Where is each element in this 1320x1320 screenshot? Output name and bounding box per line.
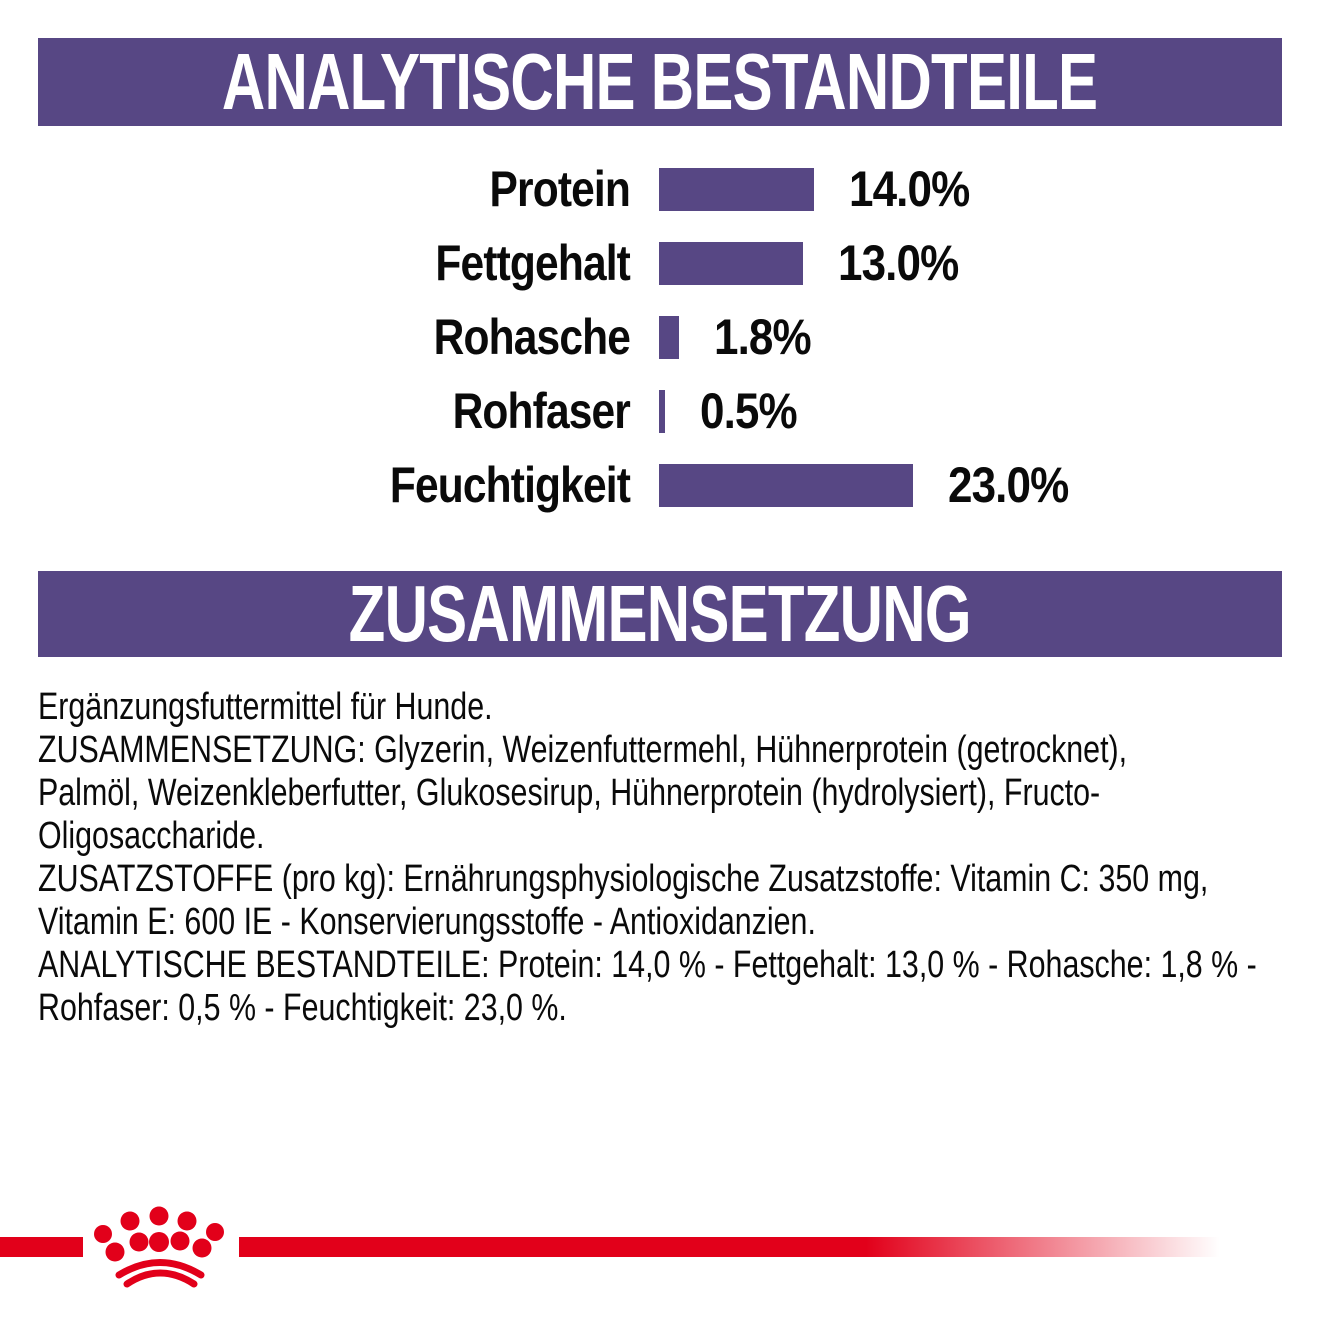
- paragraph-supplementary-feed: Ergänzungsfuttermittel für Hunde.: [38, 686, 493, 728]
- paragraph-composition: ZUSAMMENSETZUNG: Glyzerin, Weizenfutterm…: [38, 729, 1128, 857]
- footer-red-line-right-fading: [239, 1237, 1250, 1257]
- composition-section-title: ZUSAMMENSETZUNG: [348, 569, 972, 658]
- section-header-composition: ZUSAMMENSETZUNG: [38, 569, 1282, 658]
- chart-row-rohasche: Rohasche 1.8%: [0, 300, 1320, 374]
- chart-bar: [659, 315, 679, 359]
- analytical-bar-chart: Protein 14.0% Fettgehalt 13.0% Rohasche 1.8% R…: [0, 152, 1320, 522]
- chart-category-label: Feuchtigkeit: [389, 457, 631, 513]
- chart-bar: [659, 463, 914, 507]
- chart-category-label: Fettgehalt: [435, 235, 630, 291]
- chart-bar: [659, 241, 803, 285]
- chart-row-rohfaser: Rohfaser 0.5%: [0, 374, 1320, 448]
- section-header-analytical: ANALYTISCHE BESTANDTEILE: [38, 37, 1282, 126]
- paragraph-additives: ZUSATZSTOFFE (pro kg): Ernährungsphysiol…: [38, 858, 1209, 943]
- chart-category-label: Rohasche: [433, 309, 631, 365]
- chart-row-feuchtigkeit: Feuchtigkeit 23.0%: [0, 448, 1320, 522]
- analytical-section-title: ANALYTISCHE BESTANDTEILE: [222, 37, 1098, 126]
- paragraph-analytical-constituents: ANALYTISCHE BESTANDTEILE: Protein: 14,0 …: [38, 944, 1257, 1029]
- chart-category-label: Rohfaser: [452, 383, 631, 439]
- composition-text-block: Ergänzungsfuttermittel für Hunde. ZUSAMM…: [38, 686, 1286, 1030]
- chart-category-label: Protein: [489, 161, 631, 217]
- chart-row-fettgehalt: Fettgehalt 13.0%: [0, 226, 1320, 300]
- chart-value-label: 13.0%: [837, 235, 959, 291]
- chart-value-label: 23.0%: [948, 457, 1069, 513]
- chart-row-protein: Protein 14.0%: [0, 152, 1320, 226]
- chart-bar: [659, 389, 665, 433]
- royal-canin-crown-icon: [94, 1206, 224, 1288]
- chart-value-label: 14.0%: [848, 161, 970, 217]
- chart-value-label: 0.5%: [699, 383, 798, 439]
- footer-red-line-left: [0, 1237, 83, 1257]
- chart-bar: [659, 167, 814, 211]
- chart-value-label: 1.8%: [713, 309, 812, 365]
